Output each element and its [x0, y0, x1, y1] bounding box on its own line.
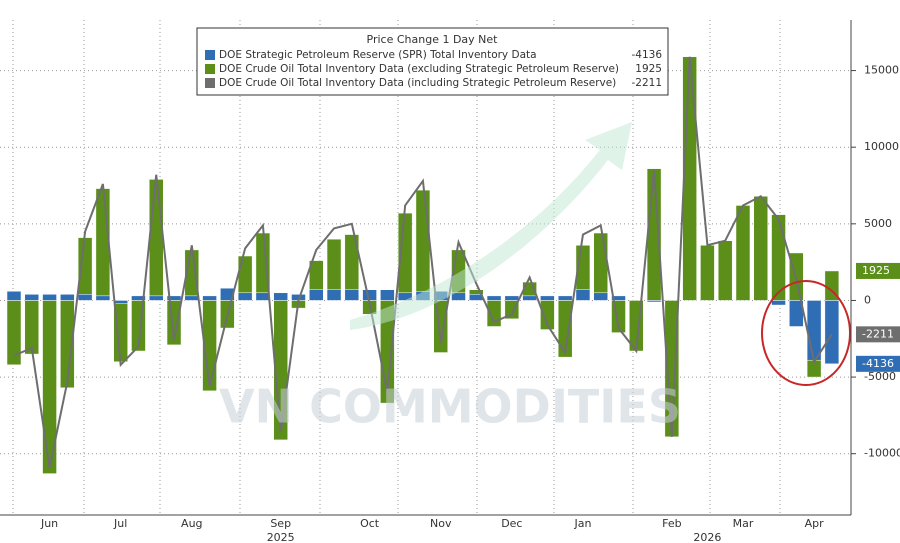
spr-bar: [60, 294, 75, 301]
spr-bar: [95, 295, 111, 301]
spr-bar: [113, 300, 128, 304]
spr-bar: [273, 292, 288, 301]
y-tick-label: -10000: [864, 447, 900, 460]
spr-bar: [522, 295, 537, 301]
spr-bar: [42, 294, 57, 301]
x-tick-label: Aug: [181, 517, 202, 530]
spr-bar: [202, 295, 217, 301]
crude-bar: [700, 245, 715, 301]
spr-bar: [24, 294, 40, 301]
value-tag-label: 1925: [862, 264, 890, 277]
spr-bar: [131, 295, 146, 301]
spr-bar: [557, 295, 573, 301]
spr-bar: [575, 289, 591, 301]
year-label: 2026: [693, 531, 721, 543]
spr-bar: [771, 300, 786, 306]
y-tick-label: 15000: [864, 64, 899, 77]
crude-bar: [753, 195, 769, 301]
crude-bar: [593, 232, 608, 301]
spr-bar: [77, 294, 93, 301]
month-grid: [12, 20, 781, 515]
crude-bar: [24, 300, 40, 355]
spr-bar: [237, 292, 253, 301]
legend-value: -4136: [631, 49, 662, 61]
legend-swatch: [205, 50, 215, 60]
x-tick-label: Apr: [805, 517, 825, 530]
value-tag: [856, 355, 900, 372]
x-tick-label: Jun: [40, 517, 58, 530]
spr-bar: [540, 295, 555, 301]
spr-bar: [611, 295, 626, 301]
value-tag-label: -2211: [862, 327, 894, 340]
spr-bar: [824, 300, 840, 365]
spr-bar: [362, 289, 377, 301]
year-label: 2025: [267, 531, 295, 543]
legend-swatch: [205, 64, 215, 74]
spr-bar: [451, 292, 466, 301]
crude-bar: [148, 179, 164, 301]
x-tick-label: Mar: [733, 517, 754, 530]
value-tag: [856, 262, 900, 279]
x-tick-label: Oct: [360, 517, 380, 530]
crude-bar: [433, 300, 448, 353]
legend-value: -2211: [631, 77, 662, 89]
crude-bar: [415, 189, 431, 301]
legend-swatch: [205, 78, 215, 88]
x-tick-label: Nov: [430, 517, 452, 530]
highlight-circle: [761, 280, 851, 386]
y-tick-label: 10000: [864, 140, 899, 153]
y-tick-label: 5000: [864, 217, 892, 230]
watermark-arrow: [350, 122, 632, 330]
crude-bar: [95, 188, 111, 301]
x-tick-label: Sep: [270, 517, 291, 530]
spr-bar: [326, 289, 342, 301]
legend-label: DOE Crude Oil Total Inventory Data (incl…: [219, 77, 616, 89]
spr-bar: [806, 300, 822, 361]
total-line: [13, 56, 833, 468]
value-tag: [856, 326, 900, 343]
spr-bar: [220, 287, 235, 301]
spr-bar: [593, 292, 608, 301]
plot: [0, 56, 851, 474]
legend-box: [196, 27, 669, 96]
spr-bar: [380, 289, 395, 301]
crude-bar: [735, 205, 751, 301]
crude-bar: [717, 240, 733, 301]
value-tag-label: -4136: [862, 357, 894, 370]
x-tick-label: Jan: [573, 517, 591, 530]
spr-bar: [344, 289, 360, 301]
x-tick-label: Jul: [113, 517, 127, 530]
legend-label: DOE Crude Oil Total Inventory Data (excl…: [219, 63, 619, 75]
y-tick-label: -5000: [864, 370, 896, 383]
spr-bar: [504, 295, 520, 301]
spr-bar: [309, 289, 324, 301]
spr-bar: [184, 295, 200, 301]
x-tick-label: Dec: [501, 517, 522, 530]
watermark: VN COMMODITIES: [219, 380, 681, 434]
y-tick-label: 0: [864, 293, 871, 306]
spr-bar: [148, 295, 164, 301]
x-tick-label: Feb: [662, 517, 681, 530]
legend-value: 1925: [635, 63, 662, 75]
legend: Price Change 1 Day Net: [196, 27, 669, 96]
spr-bar: [486, 295, 502, 301]
legend-title: Price Change 1 Day Net: [367, 33, 499, 46]
spr-bar: [6, 291, 22, 301]
spr-bar: [646, 300, 662, 303]
legend-label: DOE Strategic Petroleum Reserve (SPR) To…: [219, 49, 537, 61]
